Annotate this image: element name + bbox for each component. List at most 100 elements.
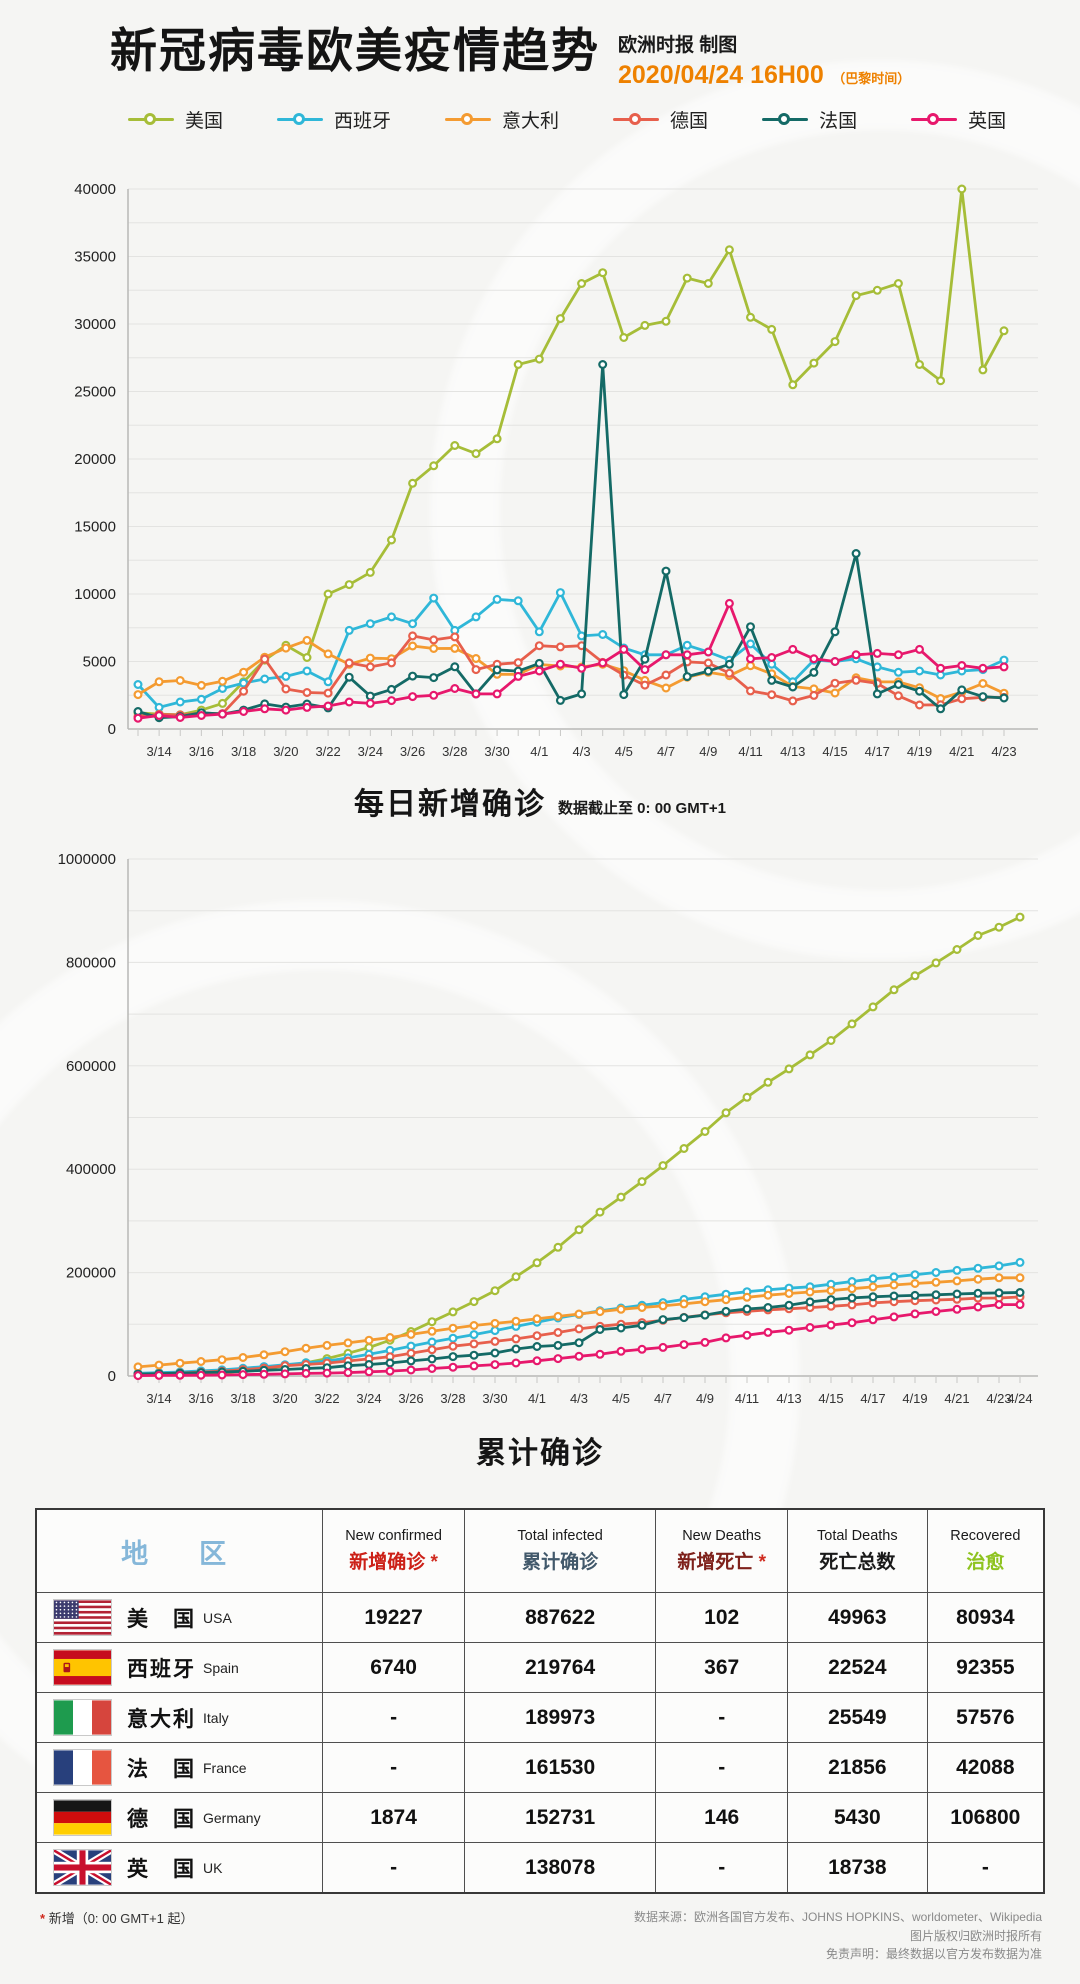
value-cell: 18738 [787,1842,928,1894]
svg-text:3/28: 3/28 [442,744,467,759]
svg-text:3/14: 3/14 [146,744,171,759]
timezone-note: （巴黎时间） [832,71,911,86]
cumulative-confirmed-chart: 0 200000 400000 600000 800000 1000000 3/14 3/16… [58,851,1038,1406]
svg-text:4/17: 4/17 [865,744,890,759]
region-cell-usa: 美 国 USA [35,1592,324,1643]
legend-label: 英国 [968,111,1007,132]
svg-text:1000000: 1000000 [58,851,116,868]
svg-text:0: 0 [108,721,116,738]
svg-text:3/30: 3/30 [482,1391,507,1406]
report-dateline: 2020/04/24 16H00 （巴黎时间） [618,61,910,90]
col-header-new-deaths: New Deaths 新增死亡 * [655,1508,788,1593]
value-cell: 189973 [463,1692,657,1743]
legend-label: 意大利 [502,111,560,132]
country-name-cn: 法 国 [127,1757,196,1781]
svg-text:20000: 20000 [74,451,116,468]
line-marker-icon [613,112,660,125]
value-cell: - [322,1742,465,1793]
header: 新冠病毒欧美疫情趋势 欧洲时报 制图 2020/04/24 16H00 （巴黎时… [0,0,1080,90]
region-cell-uk: 英 国 UK [35,1842,324,1894]
svg-text:4/7: 4/7 [654,1391,672,1406]
flag-fr [53,1749,112,1786]
country-stats-table: 地 区 New confirmed 新增确诊 * Total infected 累计确诊… [35,1508,1045,1894]
svg-text:3/18: 3/18 [231,744,256,759]
country-name-en: Spain [203,1659,239,1676]
country-name-en: UK [203,1859,223,1876]
svg-text:15000: 15000 [74,519,116,536]
svg-text:3/30: 3/30 [484,744,509,759]
legend-item-usa: 美国 [128,106,223,133]
svg-text:4/13: 4/13 [776,1391,801,1406]
table-header-row: 地 区 New confirmed 新增确诊 * Total infected 累计确诊… [35,1508,1045,1593]
value-cell: 42088 [926,1742,1045,1793]
svg-text:4/15: 4/15 [818,1391,843,1406]
col-header-total-deaths: Total Deaths 死亡总数 [787,1508,928,1593]
cumulative-line-italy [133,1273,1025,1372]
table-row-italy: 意大利 Italy -189973-25549 57576 [35,1692,1045,1743]
svg-text:3/20: 3/20 [272,1391,297,1406]
value-cell: - [322,1692,465,1743]
footnote-text: 新增（0: 00 GMT+1 起） [48,1911,194,1926]
daily-line-usa [133,184,1009,720]
svg-text:3/28: 3/28 [440,1391,465,1406]
value-cell: 152731 [463,1792,657,1843]
svg-text:3/26: 3/26 [398,1391,423,1406]
svg-text:3/14: 3/14 [146,1391,171,1406]
value-cell: 92355 [926,1642,1045,1693]
line-marker-icon [128,112,174,125]
flag-es [53,1649,112,1686]
svg-text:600000: 600000 [66,1058,116,1075]
region-cell-spain: 西班牙 Spain [35,1642,324,1693]
country-name-en: France [203,1759,247,1776]
country-name-cn: 西班牙 [127,1657,196,1681]
value-cell: 49963 [787,1592,928,1643]
value-cell: - [655,1692,788,1743]
value-cell: 21856 [787,1742,928,1793]
country-name-cn: 德 国 [127,1807,196,1831]
chart-legend: 美国 西班牙 意大利 德国 法国 英国 [128,106,1080,133]
col-header-recovered: Recovered 治愈 [926,1508,1045,1593]
legend-item-uk: 英国 [911,106,1006,133]
data-sources: 数据来源：欧洲各国官方发布、JOHNS HOPKINS、worldometer、… [634,1908,1042,1964]
value-cell: 22524 [787,1642,928,1693]
svg-text:3/16: 3/16 [188,1391,213,1406]
svg-text:4/3: 4/3 [573,744,591,759]
country-name-cn: 意大利 [127,1707,196,1731]
svg-text:3/22: 3/22 [314,1391,339,1406]
source-line-2: 图片版权归欧洲时报所有 [909,1928,1042,1943]
svg-text:4/11: 4/11 [738,744,762,759]
flag-de [53,1799,112,1836]
col-header-region: 地 区 [35,1508,324,1593]
header-meta: 欧洲时报 制图 2020/04/24 16H00 （巴黎时间） [618,26,910,90]
value-cell: 161530 [463,1742,657,1793]
country-name-cn: 英 国 [127,1857,196,1881]
flag-us [53,1599,112,1636]
table-row-germany: 德 国 Germany 1874 152731 146 5430 106800 [35,1792,1045,1843]
value-cell: 57576 [926,1692,1045,1743]
legend-item-france: 法国 [762,106,857,133]
daily-chart-subtitle: 数据截止至 0: 00 GMT+1 [558,800,726,817]
value-cell: 25549 [787,1692,928,1743]
svg-text:4/5: 4/5 [612,1391,630,1406]
svg-text:40000: 40000 [74,181,116,198]
value-cell: - [926,1842,1045,1894]
line-marker-icon [277,112,324,125]
svg-text:10000: 10000 [74,586,116,603]
flag-gb [52,1847,113,1888]
svg-text:35000: 35000 [74,249,116,266]
country-name-en: Germany [203,1809,261,1826]
asterisk-mark: * [40,1911,46,1926]
value-cell: 146 [655,1792,788,1843]
daily-chart-caption: 每日新增确诊 数据截止至 0: 00 GMT+1 [0,779,1080,823]
svg-text:4/24: 4/24 [1007,1391,1032,1406]
value-cell: 6740 [322,1642,465,1693]
svg-text:3/26: 3/26 [400,744,425,759]
region-cell-italy: 意大利 Italy [35,1692,324,1743]
page-title: 新冠病毒欧美疫情趋势 [110,24,600,77]
svg-text:3/24: 3/24 [356,1391,381,1406]
svg-text:3/24: 3/24 [358,744,383,759]
svg-text:4/19: 4/19 [902,1391,927,1406]
country-name-cn: 美 国 [127,1607,196,1631]
value-cell: 80934 [926,1592,1045,1643]
